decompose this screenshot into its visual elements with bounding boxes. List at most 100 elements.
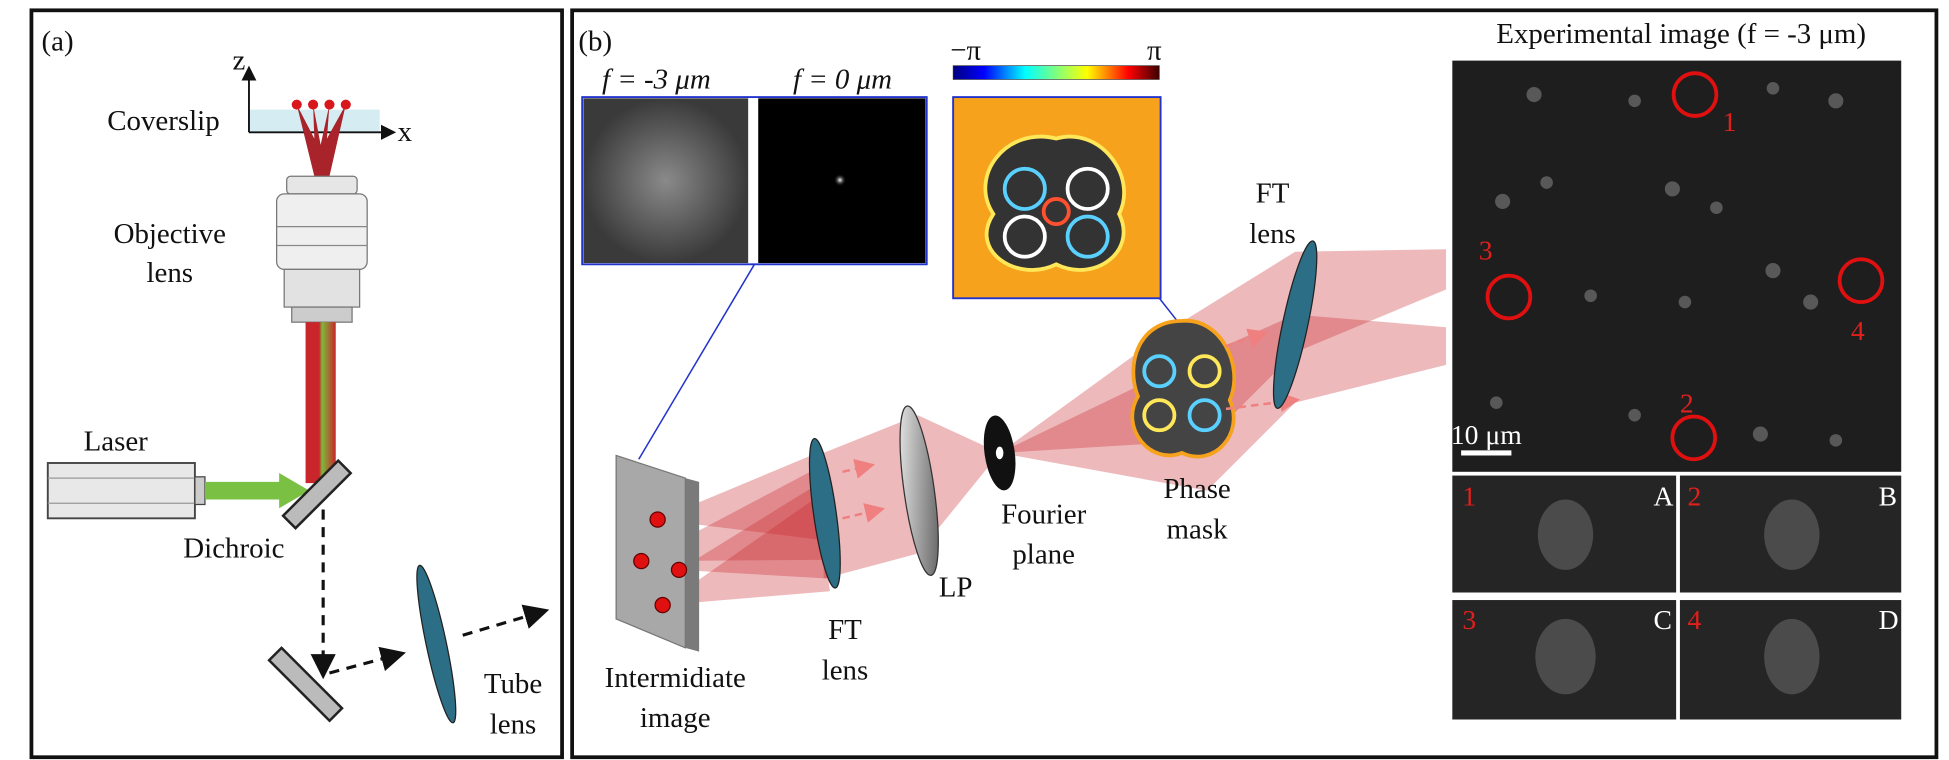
label: Laser <box>84 425 149 457</box>
label: Dichroic <box>183 532 284 564</box>
shape <box>1158 297 1179 323</box>
group <box>633 511 688 614</box>
shape <box>1664 181 1680 197</box>
label: 2 <box>1687 481 1701 512</box>
shape <box>1803 294 1819 310</box>
label: plane <box>1012 539 1075 571</box>
shape <box>1452 60 1902 472</box>
shape <box>1187 354 1222 389</box>
shape <box>662 496 830 606</box>
group <box>291 99 351 110</box>
label: FT <box>1256 178 1290 210</box>
label: mask <box>1167 513 1229 545</box>
shape <box>1490 396 1503 409</box>
shape <box>1142 354 1177 389</box>
shape <box>1766 81 1780 95</box>
shape <box>952 65 1160 80</box>
label: Tube <box>484 668 542 700</box>
label: 2 <box>1680 388 1694 419</box>
panel-b: (b) f = -3 μm f = 0 μm −π π <box>570 8 1939 760</box>
panel-a: (a) z x Coverslip Objective lens Laser D… <box>29 8 564 760</box>
label: Coverslip <box>107 105 219 137</box>
label: Experimental image (f = -3 μm) <box>1496 18 1866 50</box>
shape <box>833 173 847 187</box>
shape <box>1678 295 1692 309</box>
shape <box>462 604 550 637</box>
label: lens <box>146 257 193 289</box>
label: Fourier <box>1001 498 1086 530</box>
shape <box>283 268 361 308</box>
shape <box>899 405 939 576</box>
shape <box>842 503 886 523</box>
shape <box>1628 408 1641 422</box>
label: B <box>1879 481 1897 512</box>
shape <box>1752 426 1768 442</box>
shape <box>291 99 302 110</box>
label: z <box>232 44 245 76</box>
label: π <box>1147 34 1162 66</box>
label: 4 <box>1687 604 1701 635</box>
label: 1 <box>1462 481 1476 512</box>
shape <box>842 459 876 479</box>
shape <box>995 446 1004 460</box>
shape <box>1828 93 1844 109</box>
label: D <box>1879 604 1899 635</box>
shape <box>1485 273 1533 321</box>
shape <box>1764 499 1820 570</box>
label: 4 <box>1851 315 1865 346</box>
group <box>1490 81 1844 447</box>
shape <box>654 596 671 614</box>
shape <box>1765 263 1781 279</box>
shape <box>1584 289 1597 303</box>
shape <box>1272 240 1318 409</box>
shape <box>267 646 344 723</box>
label: x <box>398 116 413 148</box>
shape <box>276 193 368 270</box>
shape <box>633 552 650 570</box>
shape <box>281 458 353 530</box>
label: (b) <box>578 26 612 58</box>
label: image <box>640 702 711 734</box>
label: 10 μm <box>1451 419 1522 450</box>
shape <box>1535 618 1596 695</box>
label: lens <box>490 708 537 740</box>
shape <box>570 8 1939 760</box>
label: FT <box>828 614 862 646</box>
shape <box>679 484 830 579</box>
shape <box>649 511 666 528</box>
shape <box>1837 257 1885 304</box>
shape <box>1829 434 1843 447</box>
shape <box>1671 71 1719 118</box>
shape <box>324 99 335 110</box>
shape <box>1628 94 1641 108</box>
shape <box>416 564 457 724</box>
label: 3 <box>1479 234 1493 265</box>
shape <box>685 478 700 652</box>
label: −π <box>950 34 981 66</box>
label: 3 <box>1462 604 1476 635</box>
label: Intermidiate <box>605 662 746 694</box>
group <box>1485 71 1885 462</box>
shape <box>296 104 346 177</box>
shape <box>583 98 749 264</box>
shape <box>1002 214 1047 259</box>
label: 1 <box>1723 106 1737 137</box>
shape <box>308 99 319 110</box>
label: lens <box>1249 218 1296 250</box>
shape <box>286 175 358 195</box>
shape <box>1041 197 1071 226</box>
label: Phase <box>1163 473 1230 505</box>
label: A <box>1654 481 1674 512</box>
group <box>1130 319 1236 459</box>
shape <box>638 263 756 460</box>
shape <box>1130 319 1236 459</box>
shape <box>305 322 336 484</box>
shape <box>657 452 830 541</box>
group <box>983 134 1126 272</box>
shape <box>1065 166 1110 211</box>
shape <box>1537 499 1594 570</box>
label: Objective <box>114 218 226 250</box>
shape <box>1002 166 1047 211</box>
